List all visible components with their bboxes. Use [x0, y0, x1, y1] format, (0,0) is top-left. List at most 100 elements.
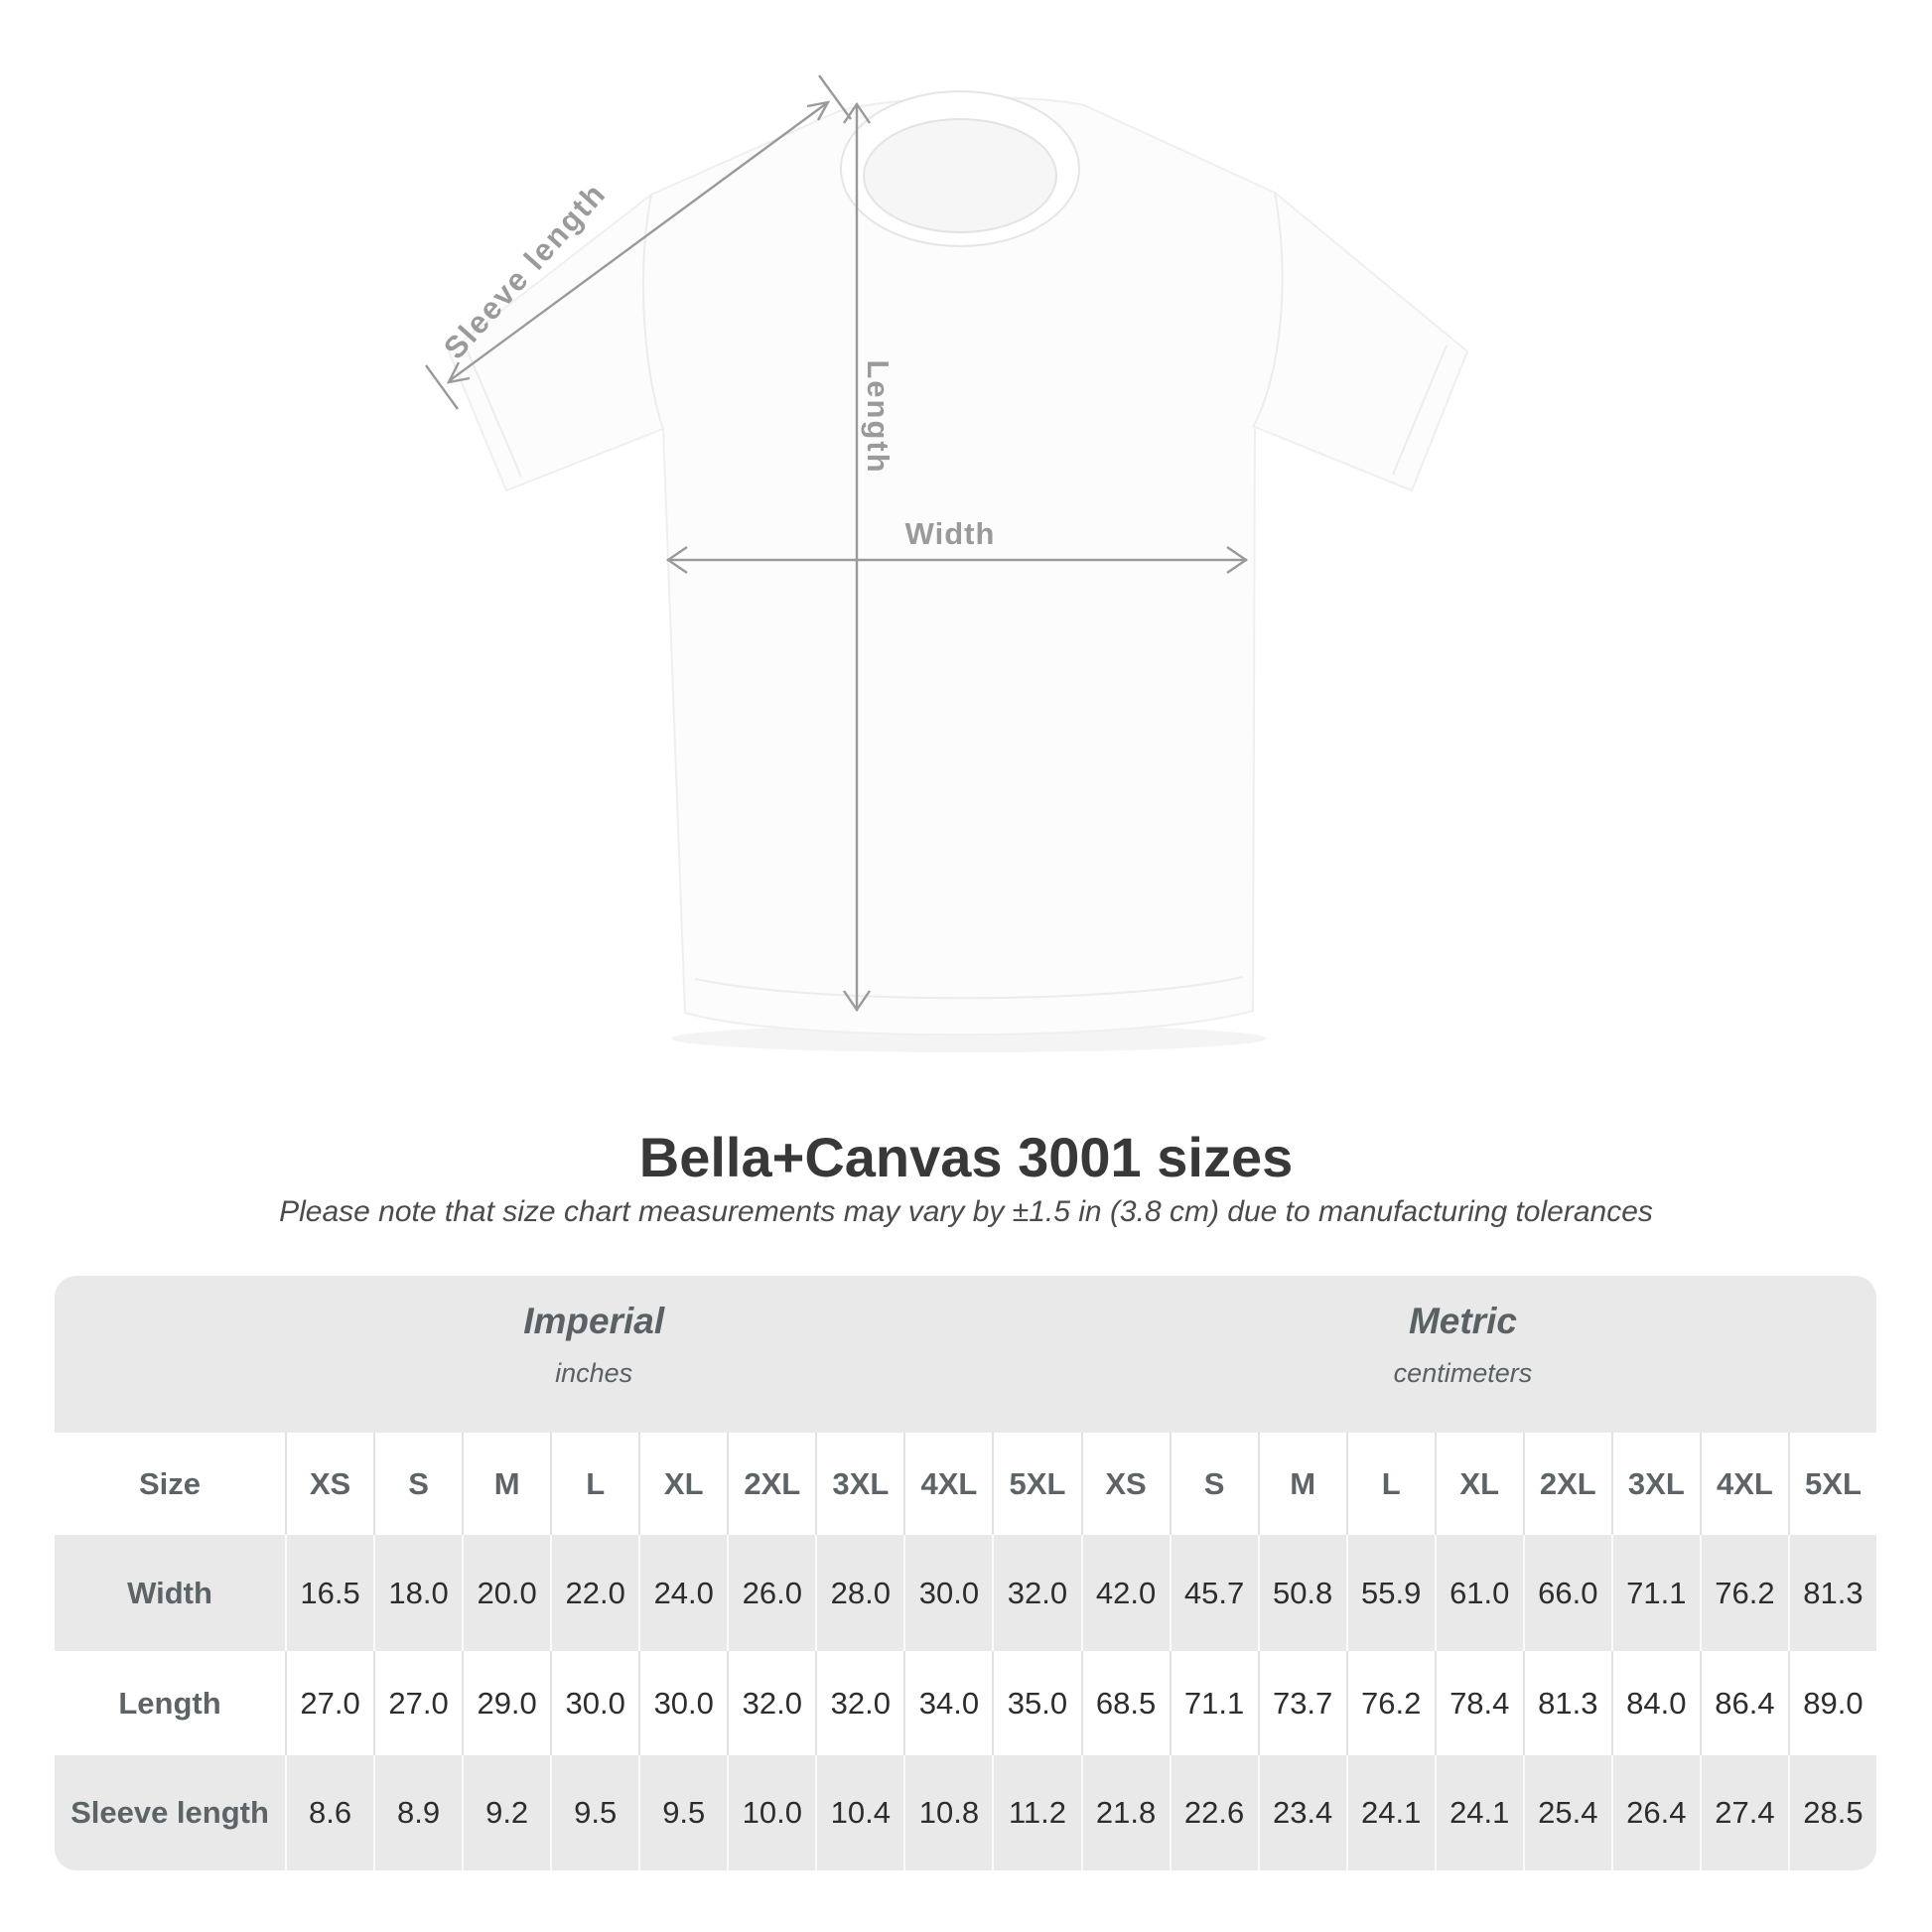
measurement-value: 66.0	[1522, 1535, 1611, 1651]
measurement-value: 35.0	[992, 1651, 1081, 1755]
size-corner-header: Size	[55, 1433, 285, 1535]
measurement-value: 86.4	[1699, 1651, 1788, 1755]
width-label: Width	[904, 516, 996, 551]
size-column-header: XL	[1434, 1433, 1523, 1535]
measurement-value: 9.5	[638, 1755, 728, 1870]
measurement-value: 81.3	[1787, 1535, 1876, 1651]
metric-label: Metric	[1408, 1301, 1517, 1341]
page-subtitle: Please note that size chart measurements…	[279, 1195, 1653, 1228]
size-column-header: 3XL	[1610, 1433, 1700, 1535]
size-column-header: L	[1345, 1433, 1435, 1535]
measurement-value: 21.8	[1080, 1755, 1170, 1870]
measurement-value: 32.0	[727, 1651, 816, 1755]
measurement-value: 78.4	[1434, 1651, 1523, 1755]
metric-unit: centimeters	[1393, 1358, 1533, 1388]
tshirt-body	[448, 90, 1468, 1052]
measurement-value: 32.0	[815, 1651, 904, 1755]
measurement-value: 34.0	[903, 1651, 993, 1755]
measurement-value: 89.0	[1787, 1651, 1876, 1755]
measurement-value: 20.0	[462, 1535, 551, 1651]
metric-unit-group: Metric centimeters	[1394, 1300, 1533, 1389]
measurement-value: 27.0	[373, 1651, 463, 1755]
measurement-value: 26.4	[1610, 1755, 1700, 1870]
measurement-value: 81.3	[1522, 1651, 1611, 1755]
size-chart-table: Imperial inches Metric centimeters Size X…	[55, 1276, 1876, 1870]
measurement-value: 9.2	[462, 1755, 551, 1870]
measurement-value: 8.9	[373, 1755, 463, 1870]
size-column-header: 2XL	[1522, 1433, 1611, 1535]
size-column-header: XS	[1080, 1433, 1170, 1535]
tshirt-illustration	[425, 74, 1468, 1052]
measurement-value: 23.4	[1257, 1755, 1346, 1870]
measurement-value: 28.5	[1787, 1755, 1876, 1870]
width-arrow	[665, 546, 1249, 574]
size-table-grid: Size XS S M L XL 2XL 3XL 4XL 5XL XS S M L XL 2XL 3XL 4XL 5…	[55, 1433, 1876, 1870]
imperial-unit-group: Imperial inches	[523, 1300, 664, 1389]
row-header: Sleeve length	[55, 1755, 285, 1870]
measurement-value: 71.1	[1169, 1651, 1258, 1755]
measurement-value: 26.0	[727, 1535, 816, 1651]
length-label: Length	[861, 359, 896, 475]
imperial-label: Imperial	[523, 1301, 665, 1341]
measurement-value: 10.4	[815, 1755, 904, 1870]
measurement-value: 10.0	[727, 1755, 816, 1870]
measurement-value: 24.0	[638, 1535, 728, 1651]
measurement-value: 18.0	[373, 1535, 463, 1651]
size-column-header: 5XL	[992, 1433, 1081, 1535]
size-column-header: 4XL	[1699, 1433, 1788, 1535]
measurement-value: 24.1	[1434, 1755, 1523, 1870]
table-row: Length 27.0 27.0 29.0 30.0 30.0 32.0 32.0 34.0 35…	[55, 1651, 1876, 1755]
unit-band: Imperial inches Metric centimeters	[55, 1276, 1876, 1433]
size-column-header: XS	[285, 1433, 374, 1535]
measurement-value: 30.0	[638, 1651, 728, 1755]
measurement-value: 50.8	[1257, 1535, 1346, 1651]
measurement-value: 11.2	[992, 1755, 1081, 1870]
size-column-header: 2XL	[727, 1433, 816, 1535]
table-header-row: Size XS S M L XL 2XL 3XL 4XL 5XL XS S M L XL 2XL 3XL 4XL 5…	[55, 1433, 1876, 1535]
measurement-value: 45.7	[1169, 1535, 1258, 1651]
measurement-value: 25.4	[1522, 1755, 1611, 1870]
measurement-value: 9.5	[550, 1755, 639, 1870]
measurement-value: 27.0	[285, 1651, 374, 1755]
size-column-header: L	[550, 1433, 639, 1535]
size-column-header: 3XL	[815, 1433, 904, 1535]
measurement-value: 32.0	[992, 1535, 1081, 1651]
size-column-header: M	[1257, 1433, 1346, 1535]
size-column-header: 4XL	[903, 1433, 993, 1535]
measurement-value: 71.1	[1610, 1535, 1700, 1651]
measurement-value: 76.2	[1699, 1535, 1788, 1651]
page-title: Bella+Canvas 3001 sizes	[638, 1126, 1294, 1188]
measurement-value: 76.2	[1345, 1651, 1435, 1755]
measurement-value: 68.5	[1080, 1651, 1170, 1755]
row-header: Width	[55, 1535, 285, 1651]
row-header: Length	[55, 1651, 285, 1755]
size-column-header: S	[1169, 1433, 1258, 1535]
measurement-value: 84.0	[1610, 1651, 1700, 1755]
table-row: Width 16.5 18.0 20.0 22.0 24.0 26.0 28.0 30.0 32.…	[55, 1535, 1876, 1651]
sleeve-length-arrow	[425, 74, 852, 410]
measurement-value: 55.9	[1345, 1535, 1435, 1651]
dimension-arrows	[425, 74, 1249, 1013]
measurement-value: 73.7	[1257, 1651, 1346, 1755]
size-column-header: M	[462, 1433, 551, 1535]
measurement-value: 10.8	[903, 1755, 993, 1870]
collar-inner	[863, 118, 1057, 233]
size-column-header: 5XL	[1787, 1433, 1876, 1535]
measurement-value: 27.4	[1699, 1755, 1788, 1870]
size-column-header: XL	[638, 1433, 728, 1535]
measurement-value: 24.1	[1345, 1755, 1435, 1870]
measurement-value: 8.6	[285, 1755, 374, 1870]
measurement-value: 61.0	[1434, 1535, 1523, 1651]
table-row: Sleeve length 8.6 8.9 9.2 9.5 9.5 10.0 10.4 10.8…	[55, 1755, 1876, 1870]
measurement-value: 22.0	[550, 1535, 639, 1651]
measurement-value: 30.0	[550, 1651, 639, 1755]
measurement-value: 42.0	[1080, 1535, 1170, 1651]
imperial-unit: inches	[555, 1358, 633, 1388]
measurement-value: 22.6	[1169, 1755, 1258, 1870]
measurement-value: 29.0	[462, 1651, 551, 1755]
measurement-value: 30.0	[903, 1535, 993, 1651]
measurement-value: 16.5	[285, 1535, 374, 1651]
measurement-value: 28.0	[815, 1535, 904, 1651]
size-column-header: S	[373, 1433, 463, 1535]
